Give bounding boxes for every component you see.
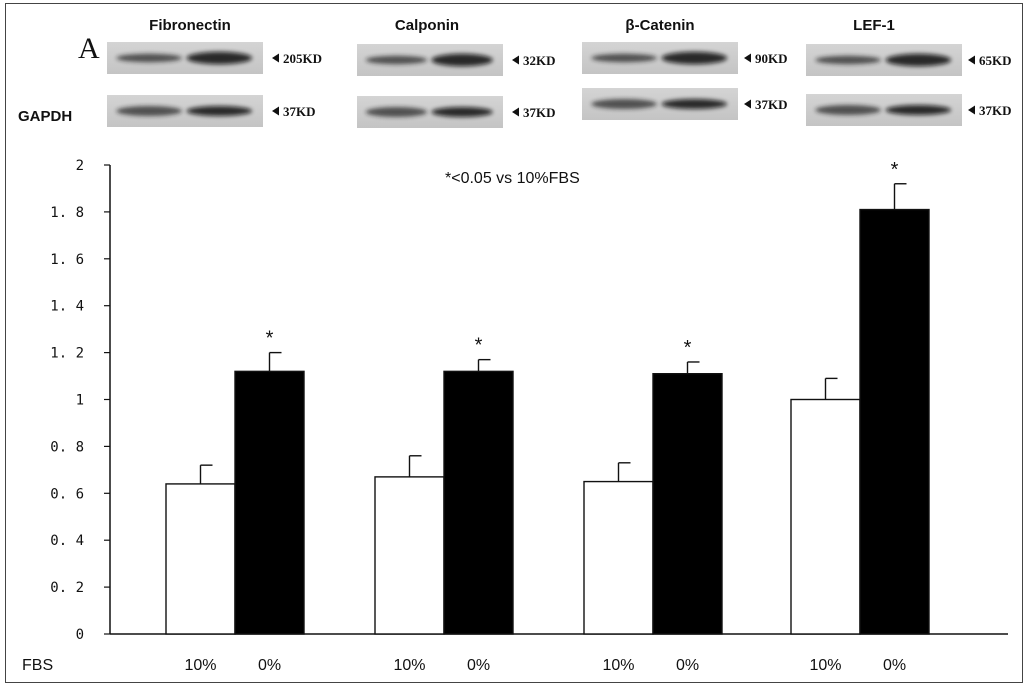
blot-size-label: 37KD [979, 103, 1012, 118]
bar [583, 480, 654, 635]
x-category-label: 10% [393, 657, 425, 674]
x-category-label: 10% [809, 657, 841, 674]
arrow-left-icon [968, 55, 975, 65]
x-category-label: 10% [184, 657, 216, 674]
blot-group: LEF-1 65KD 37KD [806, 17, 1012, 126]
y-tick-label: 0. 8 [50, 439, 84, 455]
blot-size-label: 65KD [979, 53, 1012, 68]
bar-group: 10% * 0% [374, 335, 514, 674]
blot-control-label: GAPDH [18, 108, 72, 125]
blot-size-label: 37KD [755, 97, 788, 112]
arrow-left-icon [512, 107, 519, 117]
blot-protein-label: Fibronectin [149, 17, 231, 34]
y-tick-label: 0. 6 [50, 486, 84, 502]
y-tick-label: 1. 6 [50, 252, 84, 268]
significance-marker: * [684, 337, 692, 359]
x-category-label: 10% [602, 657, 634, 674]
bar-group: 10% * 0% [165, 328, 305, 674]
bar-group: 10% * 0% [583, 337, 723, 674]
blot-band [591, 53, 657, 63]
y-tick-label: 1. 2 [50, 346, 84, 362]
significance-marker: * [266, 328, 274, 350]
y-tick-label: 0. 2 [50, 580, 84, 596]
western-blots: Fibronectin 205KD 37KD GAPDH Calponin 32KD 37K… [18, 17, 1012, 128]
bar-group: 10% * 0% [790, 159, 930, 674]
bar [443, 370, 514, 635]
blot-band [885, 53, 952, 67]
bar [652, 373, 723, 635]
blot-group: Calponin 32KD 37KD [357, 17, 556, 128]
blot-band [431, 53, 493, 67]
blot-size-label: 37KD [523, 105, 556, 120]
blot-size-label: 205KD [283, 51, 322, 66]
blot-size-label: 90KD [755, 51, 788, 66]
blot-band [431, 107, 493, 117]
significance-marker: * [475, 335, 483, 357]
blot-band [661, 99, 728, 109]
y-tick-label: 0 [76, 627, 84, 643]
panel-letter: A [78, 32, 100, 65]
blot-band [186, 51, 253, 65]
blot-band [885, 105, 952, 115]
x-category-label: 0% [883, 657, 906, 674]
x-category-label: 0% [258, 657, 281, 674]
y-tick-label: 1. 8 [50, 205, 84, 221]
y-tick-label: 0. 4 [50, 533, 84, 549]
blot-band [815, 105, 881, 115]
y-tick-label: 1 [76, 393, 84, 409]
bar [165, 483, 236, 635]
arrow-left-icon [512, 55, 519, 65]
blot-band [591, 99, 657, 109]
blot-group: β-Catenin 90KD 37KD [582, 17, 788, 120]
x-category-label: 0% [676, 657, 699, 674]
blot-size-label: 37KD [283, 104, 316, 119]
blot-band [186, 106, 253, 116]
significance-annotation: *<0.05 vs 10%FBS [445, 170, 580, 187]
bar [859, 208, 930, 635]
arrow-left-icon [744, 53, 751, 63]
blot-band [815, 55, 881, 65]
arrow-left-icon [968, 105, 975, 115]
arrow-left-icon [272, 53, 279, 63]
chart-bars: 10% * 0% 10% * 0% 10% * 0% 10% * 0% [165, 159, 930, 674]
significance-marker: * [891, 159, 899, 181]
y-tick-label: 1. 4 [50, 299, 84, 315]
blot-band [365, 107, 428, 117]
blot-group: Fibronectin 205KD 37KD GAPDH [18, 17, 322, 127]
blot-protein-label: LEF-1 [853, 17, 895, 34]
bar [790, 398, 861, 635]
blot-band [661, 51, 728, 65]
x-category-label: 0% [467, 657, 490, 674]
arrow-left-icon [272, 106, 279, 116]
blot-protein-label: β-Catenin [625, 17, 694, 34]
bar [234, 370, 305, 635]
blot-band [116, 106, 182, 116]
arrow-left-icon [744, 99, 751, 109]
x-axis-label: FBS [22, 657, 53, 674]
blot-band [365, 55, 428, 65]
y-tick-label: 2 [76, 158, 84, 174]
blot-size-label: 32KD [523, 53, 556, 68]
blot-band [116, 53, 182, 63]
bar [374, 476, 445, 635]
blot-protein-label: Calponin [395, 17, 459, 34]
